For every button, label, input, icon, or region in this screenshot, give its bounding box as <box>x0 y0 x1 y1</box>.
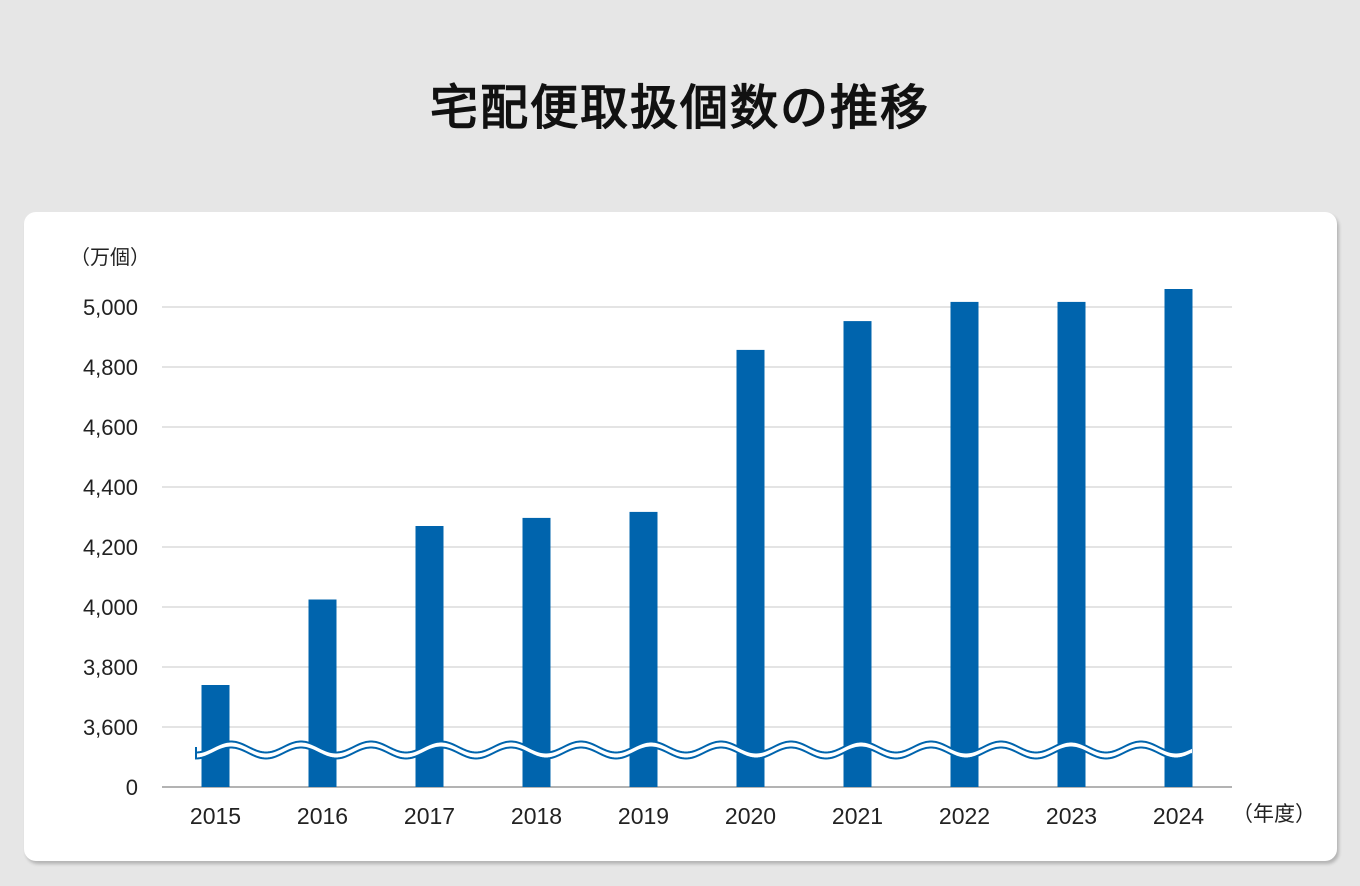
y-tick-label: 3,800 <box>83 655 138 680</box>
x-tick-label: 2024 <box>1153 803 1204 829</box>
x-axis-unit-label: （年度） <box>1232 803 1316 826</box>
y-tick-label: 5,000 <box>83 295 138 320</box>
bar-2015 <box>201 685 230 787</box>
x-tick-label: 2016 <box>297 803 348 829</box>
x-tick-label: 2021 <box>832 803 883 829</box>
x-tick-label: 2022 <box>939 803 990 829</box>
bar-2024 <box>1164 289 1193 787</box>
bar-2022 <box>950 301 979 787</box>
bar-2018 <box>522 517 551 787</box>
x-tick-label: 2017 <box>404 803 455 829</box>
bar-2020 <box>736 349 765 787</box>
axis-break-band <box>196 741 1192 759</box>
x-tick-label: 2018 <box>511 803 562 829</box>
y-tick-label: 3,600 <box>83 715 138 740</box>
bar-2023 <box>1057 301 1086 787</box>
x-tick-label: 2015 <box>190 803 241 829</box>
x-tick-label: 2020 <box>725 803 776 829</box>
axis-break-line-upper <box>195 740 1193 754</box>
axis-break-line-lower <box>195 746 1193 760</box>
axis-break-marks <box>195 740 1193 760</box>
x-tick-label: 2023 <box>1046 803 1097 829</box>
y-tick-label: 4,400 <box>83 475 138 500</box>
y-tick-label: 4,600 <box>83 415 138 440</box>
y-tick-label: 4,200 <box>83 535 138 560</box>
y-tick-label: 4,800 <box>83 355 138 380</box>
page-title: 宅配便取扱個数の推移 <box>429 80 930 136</box>
y-tick-label: 4,000 <box>83 595 138 620</box>
bar-2021 <box>843 321 872 787</box>
bars <box>201 289 1193 787</box>
y-tick-label: 0 <box>126 775 138 800</box>
x-tick-label: 2019 <box>618 803 669 829</box>
chart-card: 0 3,600 3,800 4,000 4,200 4,400 4,600 4,800 5,00… <box>24 212 1337 861</box>
grid-lines <box>162 306 1232 788</box>
y-axis-unit-label: （万個） <box>70 246 150 269</box>
tick-labels: 0 3,600 3,800 4,000 4,200 4,400 4,600 4,800 5,00… <box>83 295 1204 829</box>
bar-chart: 0 3,600 3,800 4,000 4,200 4,400 4,600 4,800 5,00… <box>70 246 1316 829</box>
